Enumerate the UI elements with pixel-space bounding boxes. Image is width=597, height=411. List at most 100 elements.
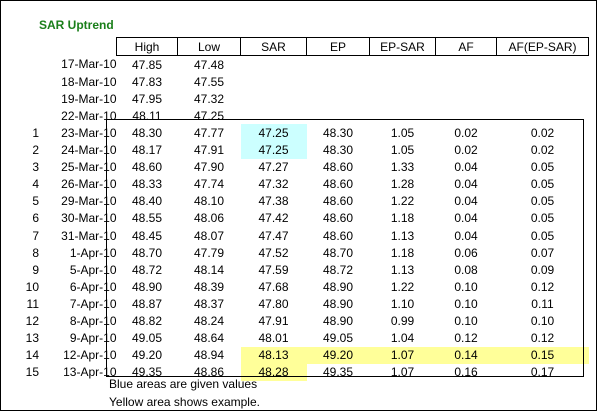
- af-cell[interactable]: 0.04: [454, 228, 478, 243]
- low-cell[interactable]: 48.07: [193, 228, 225, 243]
- date-cell[interactable]: 31-Mar-10: [61, 228, 117, 243]
- empty-cell[interactable]: [370, 73, 436, 90]
- ep-cell[interactable]: 48.90: [322, 296, 354, 311]
- high-cell[interactable]: 48.60: [131, 160, 163, 175]
- empty-cell[interactable]: [307, 107, 370, 124]
- header-af[interactable]: AF: [435, 36, 497, 57]
- low-cell[interactable]: 48.94: [193, 348, 225, 363]
- header-low[interactable]: Low: [177, 36, 241, 57]
- date-cell[interactable]: 12-Apr-10: [63, 348, 117, 363]
- af-ep-sar-cell[interactable]: 0.05: [530, 194, 555, 209]
- ep-cell[interactable]: 48.90: [322, 279, 354, 294]
- sar-cell[interactable]: 47.91: [258, 314, 289, 329]
- ep-sar-cell[interactable]: 1.07: [390, 365, 415, 380]
- ep-sar-cell[interactable]: 0.99: [390, 314, 415, 329]
- high-cell[interactable]: 48.55: [131, 211, 163, 226]
- date-cell[interactable]: 26-Mar-10: [61, 177, 117, 192]
- high-cell[interactable]: 48.87: [131, 296, 163, 311]
- high-cell[interactable]: 48.72: [131, 262, 163, 277]
- low-cell[interactable]: 48.24: [193, 314, 225, 329]
- af-ep-sar-cell[interactable]: 0.05: [530, 160, 555, 175]
- high-cell[interactable]: 48.17: [131, 143, 163, 158]
- ep-sar-cell[interactable]: 1.10: [390, 296, 415, 311]
- ep-cell[interactable]: 49.35: [322, 365, 354, 380]
- af-cell[interactable]: 0.16: [454, 365, 478, 380]
- ep-cell[interactable]: 48.90: [322, 314, 354, 329]
- ep-cell[interactable]: 48.60: [322, 228, 354, 243]
- low-cell[interactable]: 48.64: [193, 331, 225, 346]
- af-ep-sar-cell[interactable]: 0.05: [530, 211, 555, 226]
- af-cell[interactable]: 0.04: [454, 160, 478, 175]
- ep-cell[interactable]: 48.60: [322, 177, 354, 192]
- high-cell[interactable]: 49.20: [131, 348, 163, 363]
- low-cell[interactable]: 47.32: [193, 91, 225, 106]
- ep-cell[interactable]: 48.30: [322, 126, 354, 141]
- low-cell[interactable]: 47.77: [193, 126, 225, 141]
- af-cell[interactable]: 0.04: [454, 177, 478, 192]
- empty-cell[interactable]: [497, 90, 589, 107]
- date-cell[interactable]: 18-Mar-10: [61, 74, 117, 89]
- af-ep-sar-cell[interactable]: 0.10: [530, 314, 555, 329]
- empty-cell[interactable]: [436, 90, 497, 107]
- ep-sar-cell[interactable]: 1.13: [390, 262, 415, 277]
- af-cell[interactable]: 0.04: [454, 194, 478, 209]
- low-cell[interactable]: 47.90: [193, 160, 225, 175]
- af-ep-sar-cell[interactable]: 0.05: [530, 177, 555, 192]
- ep-cell[interactable]: 48.30: [322, 143, 354, 158]
- date-cell[interactable]: 19-Mar-10: [61, 91, 117, 106]
- ep-sar-cell[interactable]: 1.13: [390, 228, 415, 243]
- af-cell[interactable]: 0.14: [435, 346, 497, 364]
- af-ep-sar-cell[interactable]: 0.02: [530, 126, 555, 141]
- header-ep[interactable]: EP: [306, 36, 370, 57]
- date-cell[interactable]: 8-Apr-10: [69, 314, 117, 329]
- header-high[interactable]: High: [116, 36, 178, 57]
- empty-cell[interactable]: [307, 73, 370, 90]
- low-cell[interactable]: 47.79: [193, 245, 225, 260]
- ep-sar-cell[interactable]: 1.33: [390, 160, 415, 175]
- sar-cell[interactable]: 48.01: [258, 331, 289, 346]
- empty-cell[interactable]: [436, 73, 497, 90]
- date-cell[interactable]: 1-Apr-10: [69, 245, 117, 260]
- ep-cell[interactable]: 48.60: [322, 211, 354, 226]
- ep-sar-cell[interactable]: 1.18: [390, 211, 415, 226]
- low-cell[interactable]: 48.10: [193, 194, 225, 209]
- sar-cell[interactable]: 47.27: [258, 160, 289, 175]
- af-cell[interactable]: 0.10: [454, 314, 478, 329]
- high-cell[interactable]: 48.90: [131, 279, 163, 294]
- empty-cell[interactable]: [307, 56, 370, 74]
- date-cell[interactable]: 17-Mar-10: [61, 57, 117, 72]
- header-ep-sar[interactable]: EP-SAR: [369, 36, 436, 57]
- date-cell[interactable]: 30-Mar-10: [61, 211, 117, 226]
- sar-cell[interactable]: 48.13: [240, 346, 307, 364]
- ep-sar-cell[interactable]: 1.22: [390, 194, 415, 209]
- ep-cell[interactable]: 48.60: [322, 160, 354, 175]
- empty-cell[interactable]: [241, 73, 307, 90]
- ep-sar-cell[interactable]: 1.05: [390, 126, 415, 141]
- ep-sar-cell[interactable]: 1.07: [369, 346, 436, 364]
- af-cell[interactable]: 0.02: [454, 126, 478, 141]
- date-cell[interactable]: 24-Mar-10: [61, 143, 117, 158]
- low-cell[interactable]: 47.74: [193, 177, 225, 192]
- sar-cell[interactable]: 47.25: [240, 124, 307, 142]
- high-cell[interactable]: 47.85: [131, 57, 163, 72]
- high-cell[interactable]: 48.33: [131, 177, 163, 192]
- af-cell[interactable]: 0.08: [454, 262, 478, 277]
- empty-cell[interactable]: [370, 90, 436, 107]
- af-ep-sar-cell[interactable]: 0.05: [530, 228, 555, 243]
- low-cell[interactable]: 48.86: [193, 365, 225, 380]
- ep-sar-cell[interactable]: 1.28: [390, 177, 415, 192]
- empty-cell[interactable]: [241, 107, 307, 124]
- date-cell[interactable]: 25-Mar-10: [61, 160, 117, 175]
- low-cell[interactable]: 47.25: [193, 108, 225, 123]
- date-cell[interactable]: 29-Mar-10: [61, 194, 117, 209]
- empty-cell[interactable]: [497, 107, 589, 124]
- ep-sar-cell[interactable]: 1.04: [390, 331, 415, 346]
- low-cell[interactable]: 48.14: [193, 262, 225, 277]
- date-cell[interactable]: 13-Apr-10: [63, 365, 117, 380]
- ep-cell[interactable]: 48.70: [322, 245, 354, 260]
- high-cell[interactable]: 48.70: [131, 245, 163, 260]
- af-ep-sar-cell[interactable]: 0.07: [530, 245, 555, 260]
- header-af-ep-sar[interactable]: AF(EP-SAR): [496, 36, 589, 57]
- af-cell[interactable]: 0.06: [454, 245, 478, 260]
- empty-cell[interactable]: [241, 56, 307, 74]
